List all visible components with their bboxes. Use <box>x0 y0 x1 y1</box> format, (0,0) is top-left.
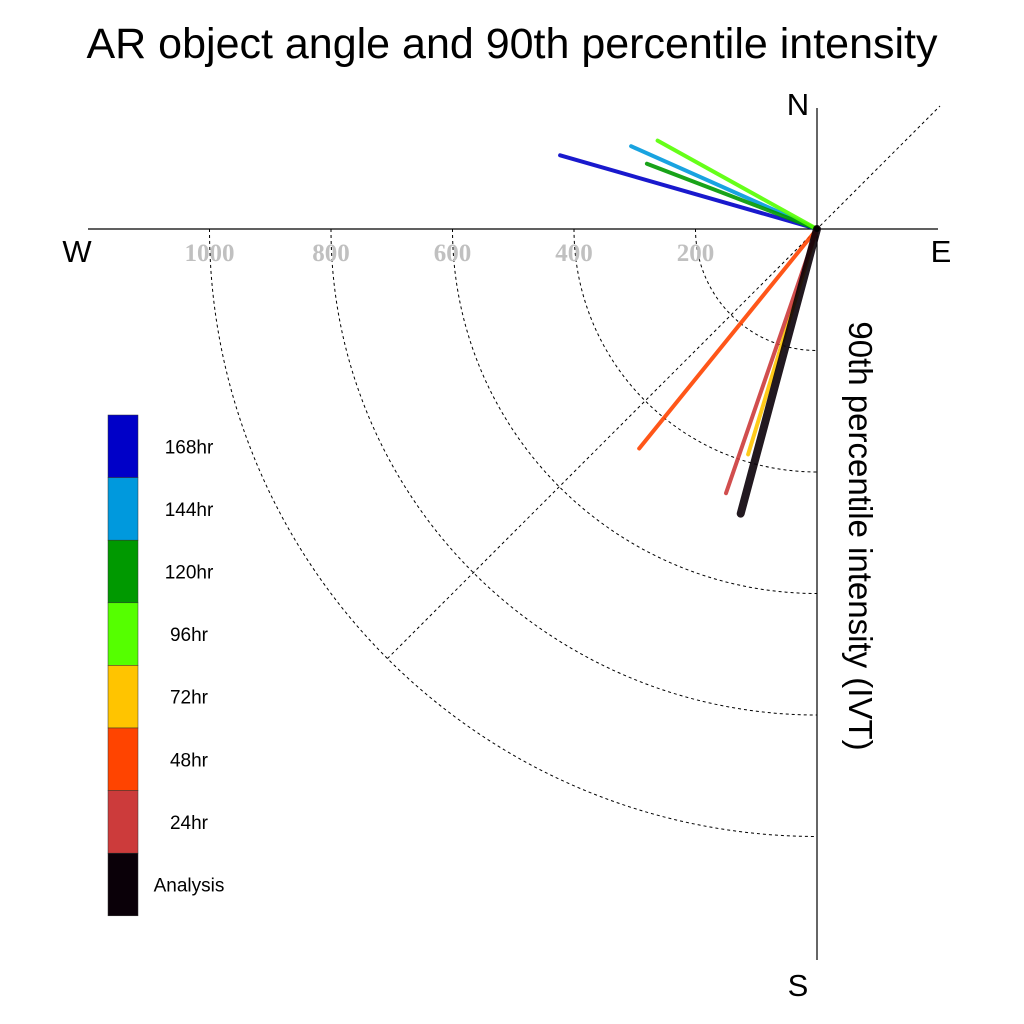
origin-point <box>814 226 820 232</box>
legend-swatch-120hr <box>107 539 139 604</box>
legend-swatch-144hr <box>107 477 139 541</box>
tick-label: 400 <box>555 240 593 267</box>
chart-title: AR object angle and 90th percentile inte… <box>87 20 938 68</box>
vector-168hr <box>558 153 819 231</box>
legend-label-120hr: 120hr <box>165 563 214 584</box>
west-label: W <box>62 234 92 269</box>
legend-label-24hr: 24hr <box>170 813 209 834</box>
legend-swatch-24hr <box>107 790 139 854</box>
vector-120hr <box>644 161 819 231</box>
vector-analysis <box>736 225 821 518</box>
legend-label-analysis: Analysis <box>154 876 225 897</box>
tick-label: 800 <box>312 240 350 267</box>
legend-label-48hr: 48hr <box>170 750 209 771</box>
tick-label: 200 <box>677 240 715 267</box>
legend: 168hr 144hr 120hr 96hr 72hr 48hr 24hr Analysis <box>107 414 225 917</box>
north-label: N <box>787 87 809 122</box>
radial-axis-label: 90th percentile intensity (IVT) <box>842 321 879 750</box>
tick-label: 1000 <box>185 240 235 267</box>
legend-label-72hr: 72hr <box>170 688 209 709</box>
grid-arc <box>330 228 818 716</box>
legend-label-96hr: 96hr <box>170 625 209 646</box>
grid-arc <box>695 228 818 351</box>
grid-diagonal <box>387 105 941 659</box>
legend-label-144hr: 144hr <box>165 500 214 521</box>
legend-swatch-48hr <box>107 727 139 791</box>
legend-label-168hr: 168hr <box>165 437 214 458</box>
grid-arc <box>452 228 818 594</box>
vector-96hr <box>655 138 819 231</box>
radial-tick-labels: 200 400 600 800 1000 <box>185 240 715 267</box>
vector-series <box>558 138 821 518</box>
legend-swatch-analysis <box>107 852 139 917</box>
legend-swatch-96hr <box>107 602 139 666</box>
south-label: S <box>788 968 809 1003</box>
vector-48hr <box>637 227 819 451</box>
polar-grid <box>209 105 941 837</box>
east-label: E <box>931 234 952 269</box>
grid-arc <box>573 228 818 473</box>
legend-swatch-72hr <box>107 665 139 729</box>
legend-swatch-168hr <box>107 414 139 478</box>
tick-label: 600 <box>434 240 472 267</box>
grid-arc <box>209 228 818 837</box>
